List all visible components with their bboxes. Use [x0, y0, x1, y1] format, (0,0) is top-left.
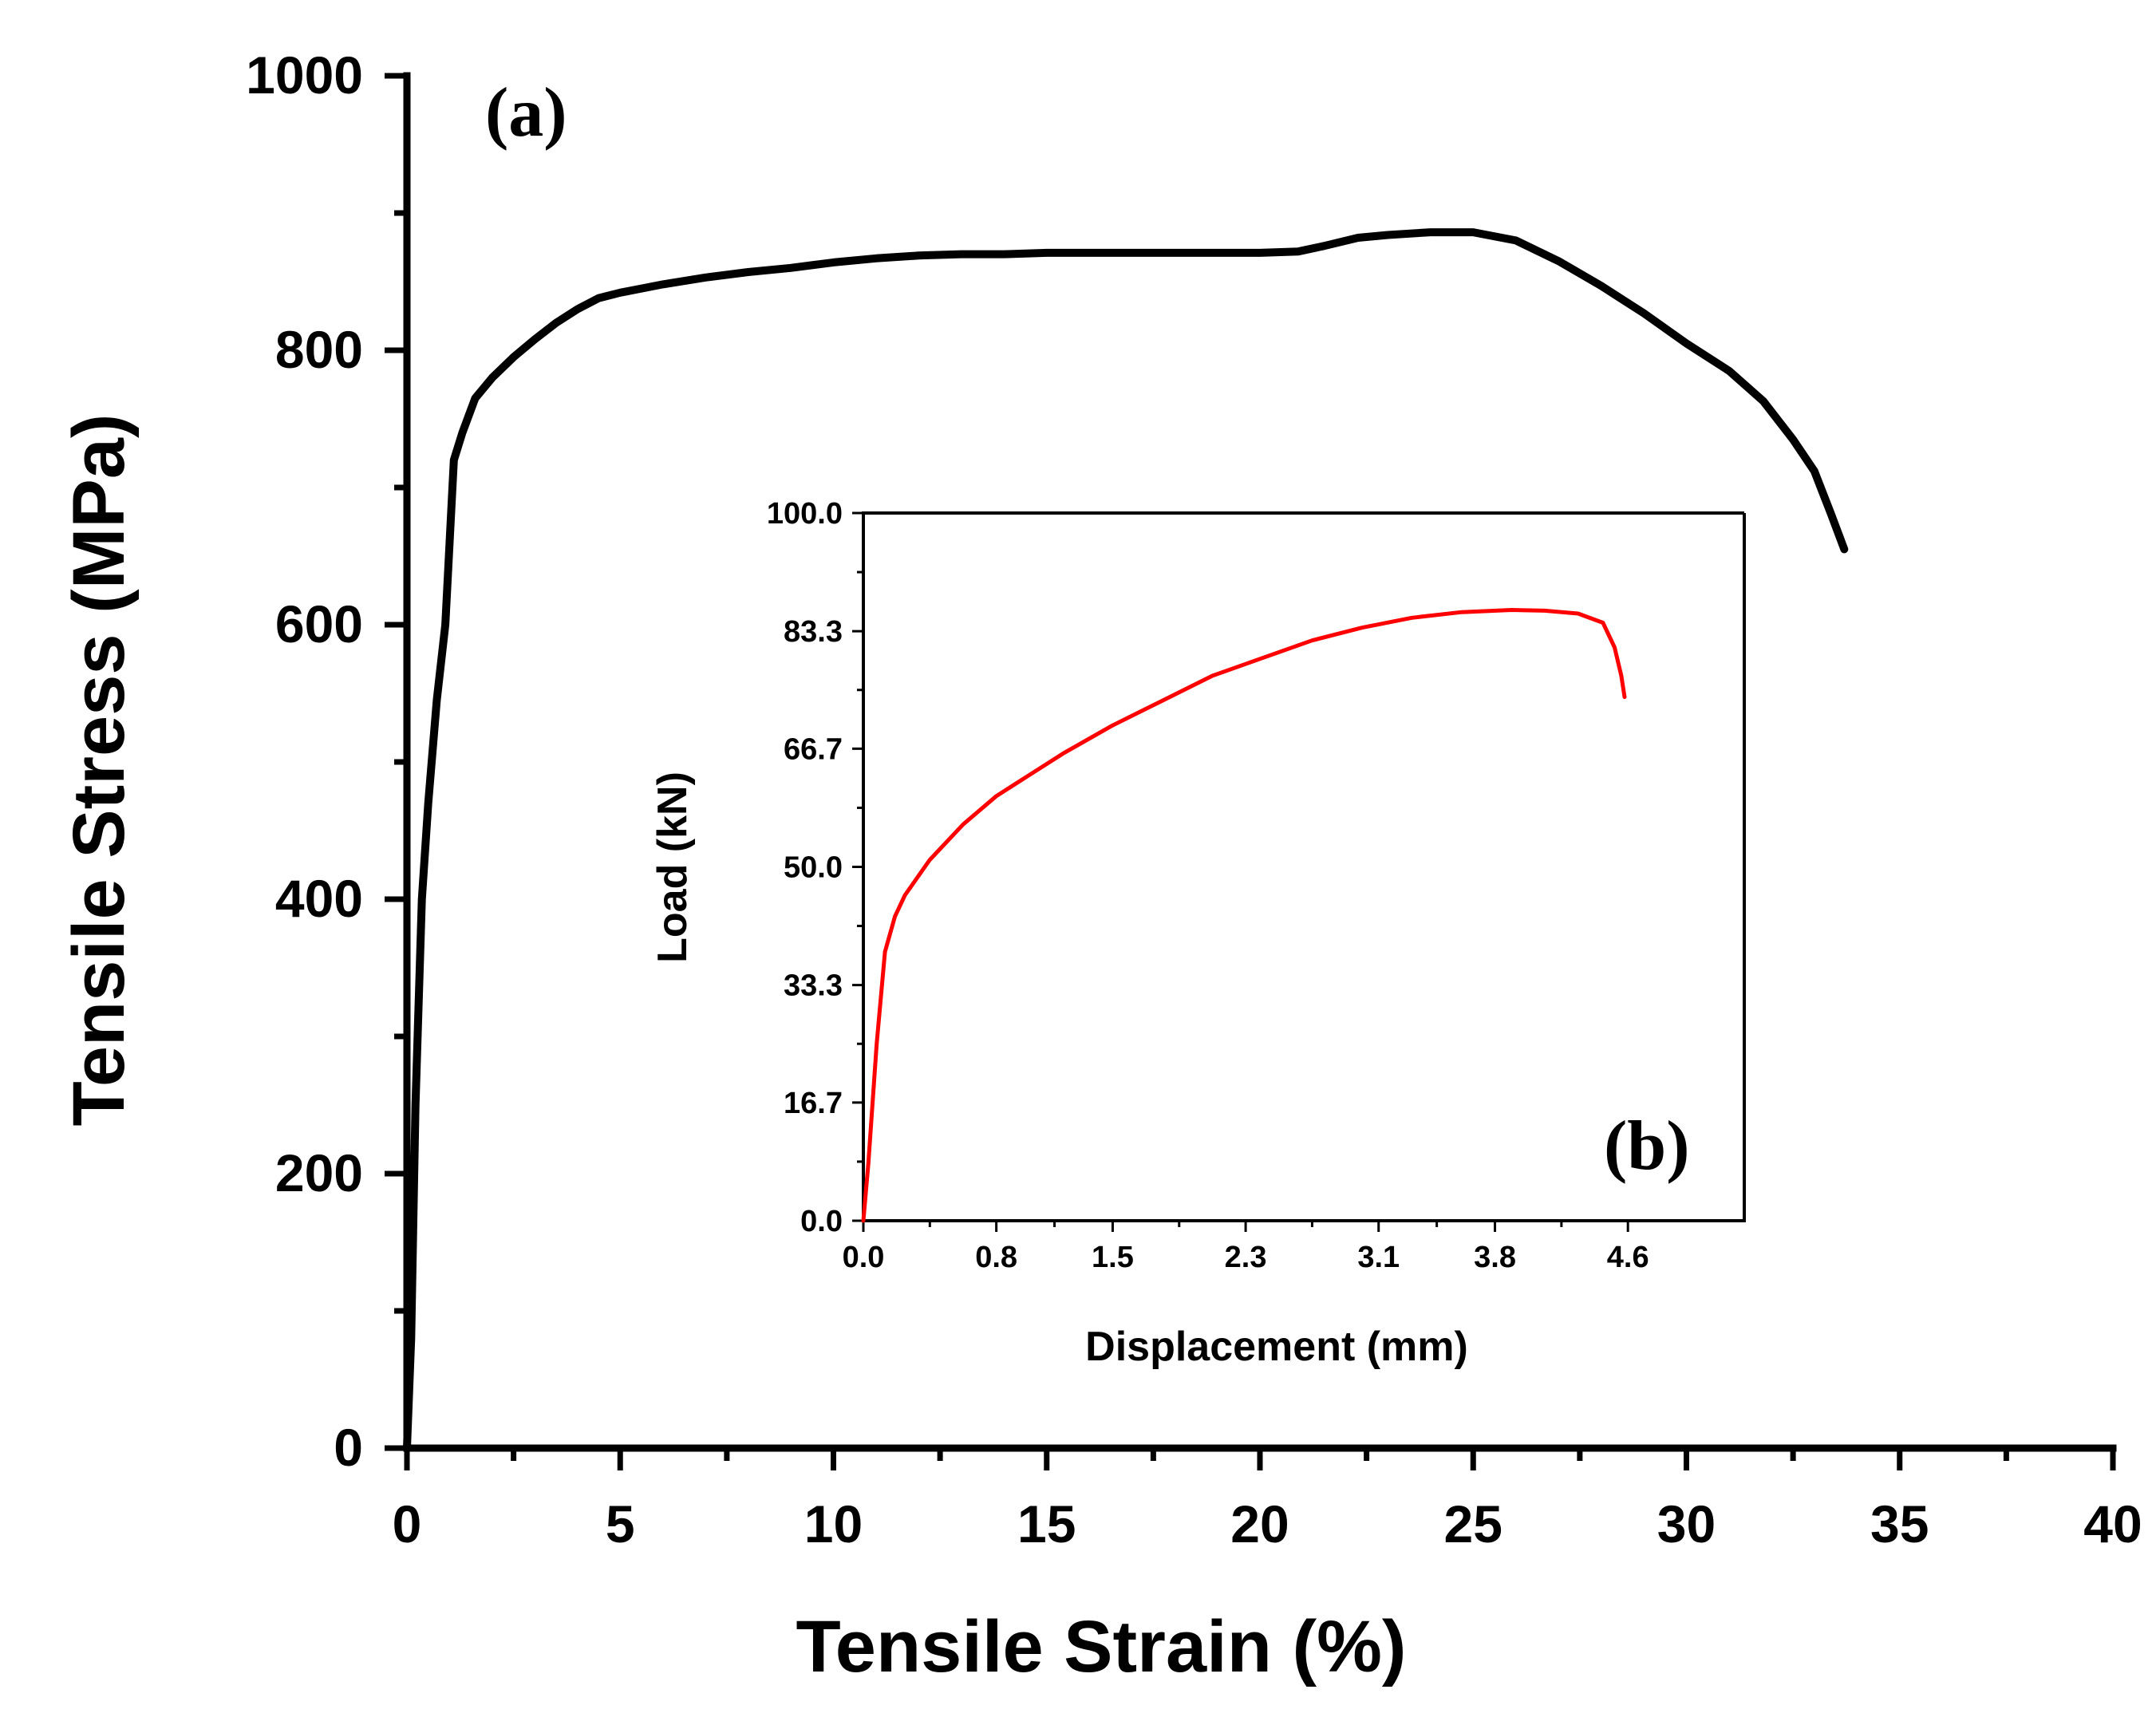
main-x-tick-label: 20: [1230, 1494, 1289, 1553]
main-x-tick-label: 5: [606, 1494, 635, 1553]
inset-x-tick-label: 0.0: [843, 1241, 885, 1274]
inset-y-tick-label: 50.0: [784, 851, 843, 885]
inset-series-line-load-displacement: [861, 608, 1627, 1223]
inset-ticks: 0.0 0.8 1.5 2.3 3.1 3.8 4.6 0.0 16.7 33.3 50.0 66.7…: [767, 497, 1649, 1274]
panel-a-tag: (a): [485, 74, 567, 152]
inset-y-tick-label: 66.7: [784, 732, 843, 766]
inset-series: [861, 608, 1627, 1223]
main-series: [403, 228, 1849, 1452]
main-y-tick-label: 200: [275, 1143, 363, 1202]
inset-y-tick-label: 16.7: [784, 1087, 843, 1120]
main-x-tick-label: 15: [1017, 1494, 1076, 1553]
main-y-tick-label: 400: [275, 869, 363, 928]
inset-x-tick-label: 0.8: [975, 1241, 1017, 1274]
main-x-tick-label: 0: [393, 1494, 422, 1553]
main-series-line-stress-strain: [403, 228, 1849, 1452]
main-x-tick-label: 40: [2083, 1494, 2142, 1553]
main-x-tick-label: 30: [1657, 1494, 1716, 1553]
main-y-tick-label: 0: [334, 1418, 363, 1477]
inset-y-tick-label: 83.3: [784, 615, 843, 649]
inset-y-axis-label: Load (kN): [650, 772, 696, 963]
inset-x-axis-label: Displacement (mm): [1085, 1324, 1468, 1370]
main-x-tick-label: 25: [1444, 1494, 1502, 1553]
main-y-tick-label: 1000: [246, 45, 363, 105]
inset-y-tick-label: 0.0: [800, 1205, 843, 1238]
inset-x-tick-label: 4.6: [1607, 1241, 1649, 1274]
panel-b-tag: (b): [1604, 1107, 1690, 1185]
inset-y-tick-label: 33.3: [784, 969, 843, 1003]
main-x-axis-label: Tensile Strain (%): [796, 1606, 1406, 1687]
inset-x-tick-label: 3.8: [1474, 1241, 1516, 1274]
inset-x-tick-label: 1.5: [1092, 1241, 1134, 1274]
inset-x-tick-label: 2.3: [1225, 1241, 1267, 1274]
inset-chart: 0.0 0.8 1.5 2.3 3.1 3.8 4.6 0.0 16.7 33.3 50.0 66.7…: [650, 497, 1746, 1370]
main-y-axis-label: Tensile Stress (MPa): [58, 413, 140, 1126]
main-x-tick-label: 35: [1870, 1494, 1929, 1553]
inset-background: [860, 511, 1746, 1223]
main-y-tick-label: 800: [275, 320, 363, 379]
inset-y-tick-label: 100.0: [767, 497, 843, 531]
inset-x-tick-label: 3.1: [1357, 1241, 1400, 1274]
main-y-tick-label: 600: [275, 594, 363, 653]
main-x-tick-label: 10: [804, 1494, 863, 1553]
